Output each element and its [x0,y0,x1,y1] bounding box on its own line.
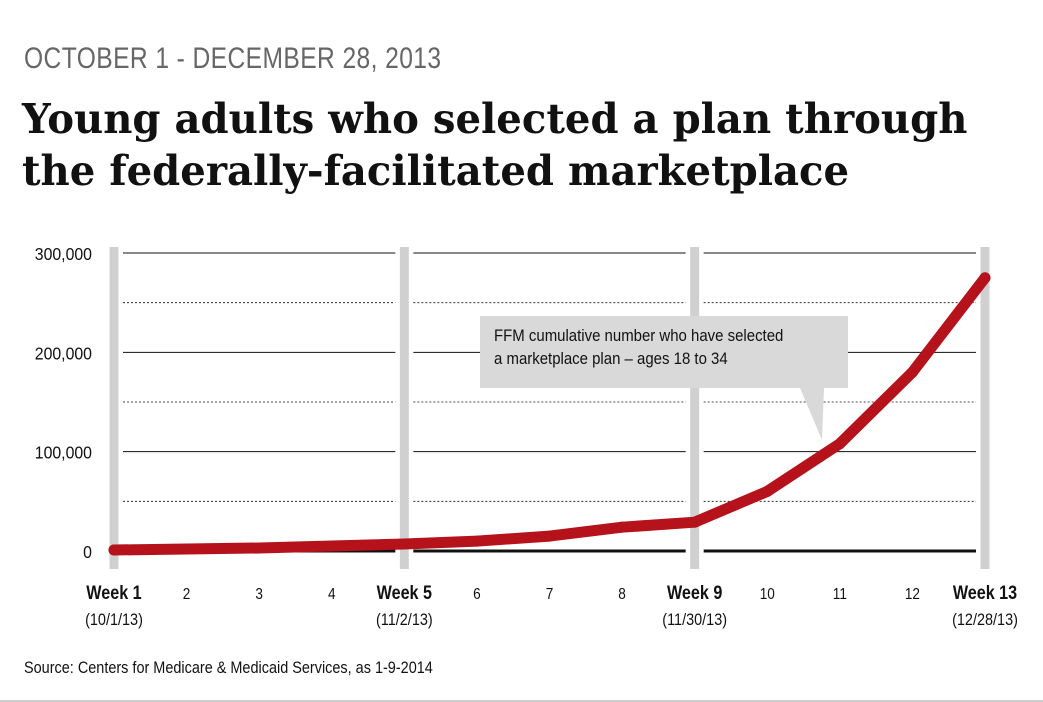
line-chart: 0 100,000 200,000 300,000 Week 1 (10/1/13) 2 3… [35,244,1018,630]
source-note: Source: Centers for Medicare & Medicaid … [24,658,433,677]
data-point-week-11 [834,438,846,450]
callout-pointer-shape [800,388,824,440]
data-point-week-2 [181,543,193,555]
x-tick-label-week-3: 3 [255,586,263,603]
x-axis-ticks: Week 1 (10/1/13) 2 3 4 Week 5 (11/2/13) 6 7 8 Week… [85,582,1018,630]
data-point-week-8 [616,521,628,533]
x-tick-sublabel-week-5: (11/2/13) [376,611,433,629]
x-tick-label-week-12: 12 [905,586,920,603]
x-tick-label-week-5: Week 5 [377,582,433,604]
data-point-week-7 [544,530,555,542]
y-tick-label-100000: 100,000 [35,443,92,463]
week-divider-13 [980,247,990,569]
week-divider-9 [690,247,700,569]
callout-pointer [800,388,824,440]
week-divider-1 [109,247,119,569]
data-point-week-12 [906,366,918,378]
x-tick-sublabel-week-1: (10/1/13) [85,611,143,629]
gridlines [123,252,976,553]
data-point-week-1 [108,544,120,556]
data-point-week-5 [398,538,410,550]
x-tick-label-week-7: 7 [546,586,554,603]
chart-title: Young adults who selected a plan through… [22,93,967,197]
x-tick-sublabel-week-13: (12/28/13) [952,611,1018,629]
x-tick-sublabel-week-9: (11/30/13) [662,611,727,629]
date-range-eyebrow: OCTOBER 1 - DECEMBER 28, 2013 [24,42,442,75]
data-point-week-13 [979,272,991,284]
x-tick-label-week-13: Week 13 [953,582,1018,604]
week-dividers [109,247,990,569]
x-tick-label-week-6: 6 [473,586,481,603]
data-point-week-6 [471,535,483,547]
y-axis-ticks: 0 100,000 200,000 300,000 [35,244,92,562]
x-tick-label-week-1: Week 1 [86,582,142,604]
y-tick-label-200000: 200,000 [35,343,92,363]
x-tick-label-week-8: 8 [618,586,626,603]
series-layer [108,272,991,556]
x-tick-label-week-2: 2 [183,586,191,603]
week-divider-5 [399,247,409,569]
series-annotation-callout: FFM cumulative number who have selected … [480,316,848,388]
series-annotation-text: FFM cumulative number who have selected … [494,326,784,368]
data-point-week-4 [326,540,338,552]
y-tick-label-0: 0 [83,542,92,562]
bottom-divider [0,700,1043,702]
x-tick-label-week-4: 4 [328,586,336,603]
title-line-1: Young adults who selected a plan through [22,95,968,143]
x-tick-label-week-10: 10 [760,586,775,603]
data-point-week-9 [689,516,701,528]
data-point-week-3 [253,542,265,554]
x-tick-label-week-9: Week 9 [667,582,723,604]
data-point-week-10 [761,485,773,497]
y-tick-label-300000: 300,000 [35,244,92,264]
x-tick-label-week-11: 11 [833,586,847,603]
title-line-2: the federally-facilitated marketplace [22,147,850,195]
